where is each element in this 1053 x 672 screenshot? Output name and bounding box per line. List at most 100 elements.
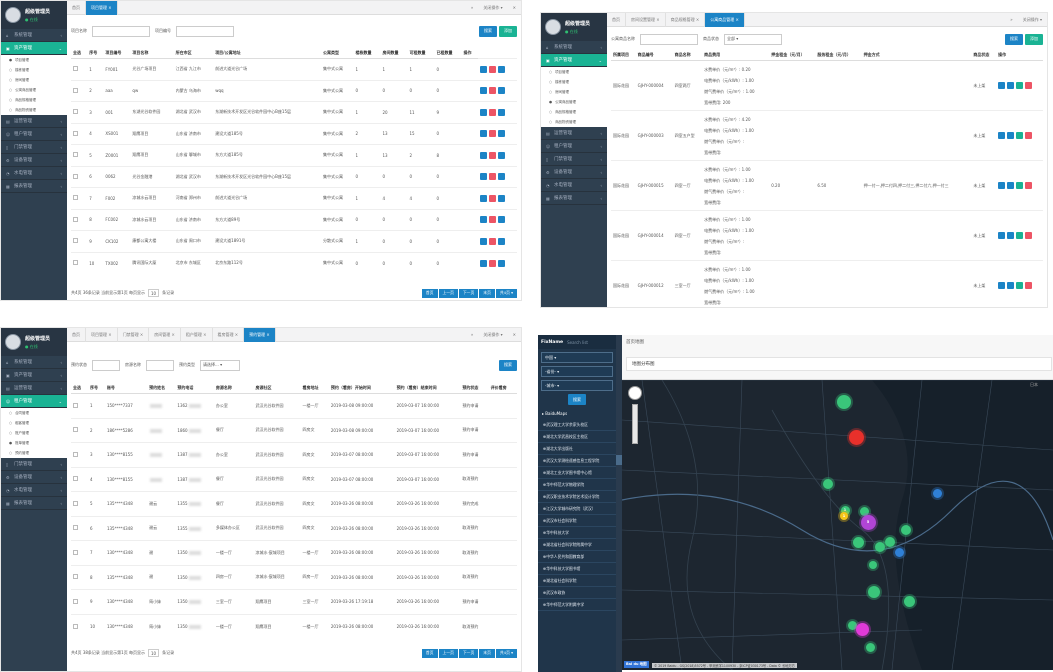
cluster-marker[interactable] [901,525,911,535]
edit-icon[interactable] [479,108,487,116]
cluster-marker[interactable] [837,395,851,409]
edit-icon[interactable] [479,130,487,138]
submenu-item[interactable]: ○ 租客管理 [1,418,67,428]
row-checkbox[interactable] [73,238,78,244]
pan-control[interactable] [628,386,642,400]
link-icon[interactable] [497,259,505,267]
sidebar-item[interactable]: ▦ 报表管理 ‹ [1,180,67,193]
table-row[interactable]: 7 F002 凉城水云项目 河南省 郑州市 前进大道光谷广场 集中式公寓 1 4 4 0 [71,187,517,209]
per-page-select[interactable]: 10 [148,649,160,657]
poi-item[interactable]: ⊕ 华中科技大学图书馆 [538,563,616,575]
poi-item[interactable]: ⊕ 武汉市政协 [538,587,616,599]
page-button[interactable]: 首页 [421,648,438,658]
tab-control[interactable]: ✕ [512,4,516,10]
cluster-marker[interactable]: 5 [860,514,876,530]
table-row[interactable]: 5 Z0001 翔鹰项目 山东省 聊城市 东方大道185号 集中式公寓 1 13 2 8 [71,144,517,166]
sidebar-item[interactable]: ▤ 运营管理 ‹ [541,127,607,140]
table-row[interactable]: 10 TX002 腾讯国际大厦 北京市 东城区 北京东路112号 集中式公寓 0 0 0 0 [71,251,517,274]
poi-item[interactable]: ⊕ 江汉大学城市研究院（武汉） [538,503,616,515]
collapse-handle[interactable] [616,455,622,465]
submenu-item[interactable]: ○ 商品规格管理 [541,107,607,117]
sidebar-item[interactable]: ▦ 报表管理 ‹ [1,497,67,510]
table-row[interactable]: 3 130****8155 1387 办公室 武汉光谷软件园 四房文 2019-03-07 … [71,442,517,467]
cluster-marker[interactable] [868,586,880,598]
edit-icon[interactable] [479,237,487,245]
cluster-marker[interactable] [903,595,915,607]
tab-1[interactable]: 项目管理 × [86,1,118,15]
tab-2[interactable]: 商品规格管理 × [666,13,706,27]
table-row[interactable]: 国际花园 GJHY-000012 三室一厅 水费单价（元/m³）: 1.00 电费单价（… [611,260,1043,307]
edit-icon[interactable] [1007,132,1015,139]
table-row[interactable]: 5 135****4348 谢云 1355 餐厅 武汉光谷软件园 四房文 2019-03-26… [71,491,517,516]
search-button[interactable]: 搜索 [479,25,497,37]
tab-6[interactable]: 预约管理 × [244,328,276,342]
sidebar-item[interactable]: ⚙ 设备管理 ‹ [1,154,67,167]
table-row[interactable]: 1 150****7337 1362 办公室 武汉光谷软件园 一楼一厅 2019-03-08… [71,393,517,418]
delete-icon[interactable] [1025,182,1033,189]
search-list-input[interactable]: Search list [567,339,588,345]
poi-item[interactable]: ⊕ 华中师范大学附属中学 [538,599,616,611]
edit-icon[interactable] [479,173,487,181]
cluster-marker[interactable] [855,622,869,636]
table-row[interactable]: 3 001 东湖光谷软件园 湖北省 武汉市 东湖新技术开发区光谷软件园中心B座15层 集中… [71,101,517,123]
page-button[interactable]: 末页 [479,288,495,298]
table-row[interactable]: 6 135****4348 谢云 1355 多媒体办公区 武汉光谷软件园 四房文 2019-0… [71,515,517,541]
delete-icon[interactable] [1025,82,1033,89]
submenu-item[interactable]: ○ 商品物资管理 [1,105,67,115]
table-row[interactable]: 2 186****5286 1860 餐厅 武汉光谷软件园 四房文 2019-03-08 0… [71,417,517,443]
submenu-item[interactable]: ○ 房间管理 [1,75,67,85]
tab-control[interactable]: 关闭操作 ▾ [483,4,503,10]
sidebar-item[interactable]: ▯ 门禁管理 ‹ [541,153,607,166]
link-icon[interactable] [497,237,505,245]
link-icon[interactable] [998,282,1006,290]
delete-icon[interactable] [488,216,496,224]
delete-icon[interactable] [488,194,496,202]
edit-icon[interactable] [1007,182,1015,189]
tab-2[interactable]: 门禁管理 × [118,328,150,342]
delete-icon[interactable] [1025,232,1033,239]
poi-item[interactable]: ⊕ 湖北工业大学图书馆中心馆 [538,467,616,479]
table-row[interactable]: 7 130****4348 谢 1350 一楼一厅 凉城水·宸城项目 一楼一厅 2019-03… [71,540,517,565]
row-checkbox[interactable] [73,402,78,408]
delete-icon[interactable] [488,237,496,245]
page-button[interactable]: 下一页 [458,648,479,658]
tab-control[interactable]: » [1010,16,1013,22]
add-button[interactable]: 添加 [499,25,517,37]
submenu-item[interactable]: ○ 房间管理 [541,87,607,97]
edit-icon[interactable] [479,87,487,95]
tab-3[interactable]: 公寓商品管理 × [705,13,745,27]
link-icon[interactable] [497,130,505,138]
sidebar-item[interactable]: ⌂ 系统管理 ‹ [1,356,67,369]
poi-item[interactable]: ⊕ 武汉大学测绘遥感信息工程学院 [538,455,616,467]
table-row[interactable]: 国际花园 GJHY-000014 四室一厅 水费单价（元/m³）: 1.00 电费单价（… [611,210,1043,261]
poi-item[interactable]: ⊕ 湖北省社会科学院附属中学 [538,539,616,551]
edit-icon[interactable] [479,65,487,73]
sidebar-item[interactable]: ⚙ 设备管理 ‹ [1,471,67,484]
page-button[interactable]: 首页 [421,288,438,298]
poi-item[interactable]: ⊕ 湖北省社会科学院 [538,575,616,587]
sidebar-item[interactable]: ▤ 运营管理 ‹ [1,115,67,128]
submenu-item[interactable]: ● 账单管理 [1,438,67,448]
cluster-marker[interactable] [859,506,869,516]
row-checkbox[interactable] [73,216,78,222]
row-checkbox[interactable] [73,500,78,506]
search-button[interactable]: 搜索 [1005,33,1023,45]
link-icon[interactable] [998,132,1006,139]
region-select[interactable]: 中国 ▾ [541,352,613,363]
project-no-input[interactable] [176,25,234,37]
row-checkbox[interactable] [73,87,78,93]
map-search-button[interactable]: 搜索 [568,394,586,405]
table-row[interactable]: 8 FC002 凉城水云项目 山东省 济南市 东方大道89号 集中式公寓 0 0 0 0 [71,208,517,231]
check-icon[interactable] [1016,132,1024,139]
check-icon[interactable] [1016,232,1024,239]
cluster-marker[interactable] [823,479,833,489]
sidebar-item[interactable]: ⌂ 系统管理 ‹ [541,41,607,54]
link-icon[interactable] [998,232,1006,239]
submenu-item[interactable]: ● 公寓商品管理 [541,97,607,107]
delete-icon[interactable] [488,65,496,73]
page-button[interactable]: 共4页 ▾ [495,648,517,658]
link-icon[interactable] [998,82,1006,89]
sidebar-item[interactable]: ⚙ 设备管理 ‹ [541,166,607,179]
row-checkbox[interactable] [73,574,78,580]
